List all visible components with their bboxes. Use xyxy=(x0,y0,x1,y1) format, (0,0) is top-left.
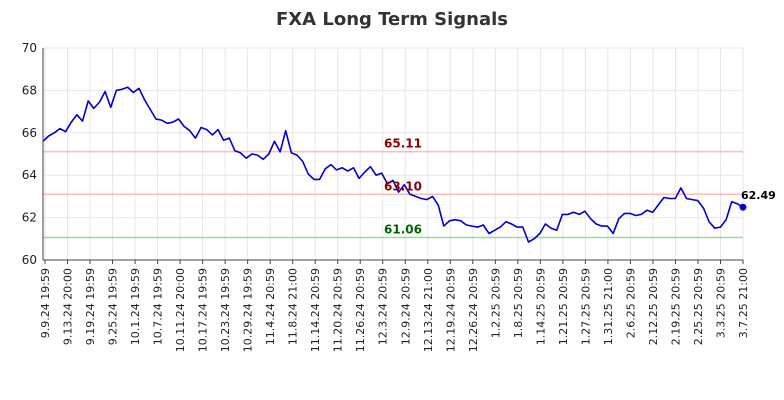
x-tick-label: 9.25.24 19:59 xyxy=(107,268,120,345)
x-tick-label: 12.13.24 21:00 xyxy=(422,268,435,352)
x-tick-label: 1.31.25 21:00 xyxy=(602,268,615,345)
x-tick-label: 1.21.25 20:59 xyxy=(557,268,570,345)
y-tick-label: 70 xyxy=(22,41,37,55)
price-line xyxy=(42,86,744,243)
x-tick-label: 11.4.24 20:59 xyxy=(264,268,277,345)
x-tick-label: 12.3.24 20:59 xyxy=(377,268,390,345)
labels: 60 62 64 66 68 70 9.9.24 19:59 9.13.24 20:00 9.1… xyxy=(22,41,776,352)
x-tick-label: 11.14.24 20:59 xyxy=(309,268,322,352)
last-value-label: 62.49 xyxy=(741,189,776,202)
x-tick-label: 12.9.24 20:59 xyxy=(399,268,412,345)
x-tick-label: 11.8.24 21:00 xyxy=(287,268,300,345)
signal-level-label: 65.11 xyxy=(384,137,422,151)
x-tick-label: 11.26.24 20:59 xyxy=(354,268,367,352)
x-tick-label: 1.2.25 20:59 xyxy=(489,268,502,338)
y-tick-label: 64 xyxy=(22,168,37,182)
y-tick-label: 66 xyxy=(22,126,37,140)
y-tick-label: 62 xyxy=(22,211,37,225)
x-tick-label: 10.1.24 19:59 xyxy=(129,268,142,345)
x-tick-label: 9.19.24 19:59 xyxy=(84,268,97,345)
x-tick-label: 2.12.25 20:59 xyxy=(647,268,660,345)
x-tick-label: 11.20.24 20:59 xyxy=(332,268,345,352)
x-tick-label: 2.19.25 20:59 xyxy=(669,268,682,345)
y-tick-label: 60 xyxy=(22,253,37,267)
y-tick-label: 68 xyxy=(22,83,37,97)
x-tick-label: 3.3.25 20:59 xyxy=(714,268,727,338)
x-tick-label: 10.23.24 19:59 xyxy=(219,268,232,352)
series-layer xyxy=(42,86,747,243)
x-tick-label: 12.19.24 20:59 xyxy=(444,268,457,352)
x-tick-label: 10.29.24 19:59 xyxy=(242,268,255,352)
horizontal-levels xyxy=(43,150,743,239)
last-point-marker xyxy=(739,203,747,211)
x-tick-label: 2.25.25 20:59 xyxy=(692,268,705,345)
x-tick-label: 3.7.25 21:00 xyxy=(737,268,750,338)
signal-level-label: 61.06 xyxy=(384,223,422,237)
signal-level-label: 63.10 xyxy=(384,179,422,193)
x-tick-label: 1.8.25 20:59 xyxy=(512,268,525,338)
x-tick-label: 10.7.24 19:59 xyxy=(152,268,165,345)
x-tick-label: 2.6.25 20:59 xyxy=(624,268,637,338)
chart-title: FXA Long Term Signals xyxy=(276,9,508,30)
axes xyxy=(42,48,744,264)
x-tick-label: 1.14.25 20:59 xyxy=(534,268,547,345)
x-tick-label: 1.27.25 20:59 xyxy=(579,268,592,345)
x-tick-label: 10.11.24 20:00 xyxy=(174,268,187,352)
grid xyxy=(43,47,744,261)
x-tick-label: 12.26.24 20:59 xyxy=(467,268,480,352)
x-tick-label: 9.13.24 20:00 xyxy=(62,268,75,345)
x-tick-label: 10.17.24 19:59 xyxy=(197,268,210,352)
x-tick-label: 9.9.24 19:59 xyxy=(39,268,52,338)
